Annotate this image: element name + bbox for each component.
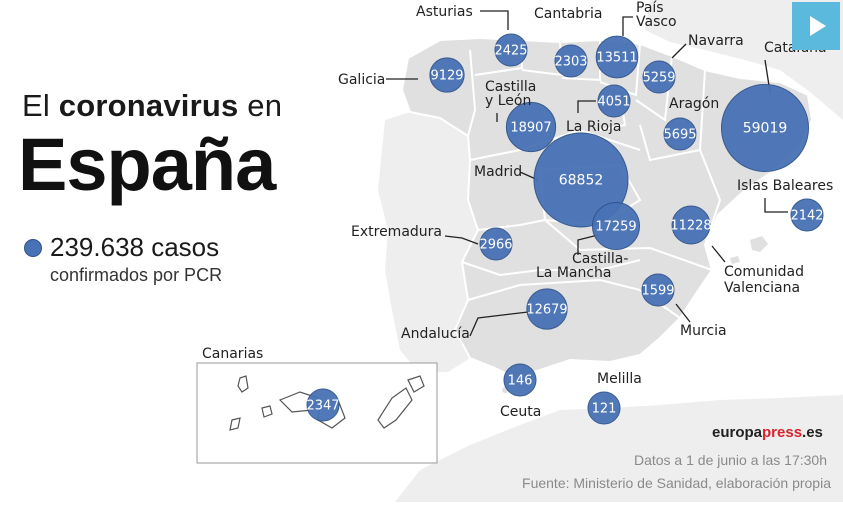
bubble-navarra xyxy=(642,60,676,94)
bubble-value-melilla: 121 xyxy=(592,402,617,417)
bubble-melilla xyxy=(587,391,621,425)
region-label-navarra: Navarra xyxy=(688,33,744,49)
brand-main: europa xyxy=(712,424,763,441)
leader-castilla-la-mancha xyxy=(577,234,599,255)
region-label-la-rioja: La Rioja xyxy=(566,119,621,135)
bubble-value-galicia: 9129 xyxy=(430,69,463,84)
bubble-legend-icon xyxy=(24,238,42,257)
leader-extremadura xyxy=(444,235,479,245)
bubble-comunidad-valenciana xyxy=(671,205,711,245)
bubble-canarias xyxy=(306,388,340,422)
region-label-asturias: Asturias xyxy=(416,4,473,20)
leader-pais-vasco xyxy=(622,16,633,36)
bubble-value-andalucia: 12679 xyxy=(526,303,567,318)
title-bold-word: coronavirus xyxy=(58,88,239,123)
total-cases-value: 239.638 casos xyxy=(50,232,220,262)
region-label-castilla-la-mancha-2: La Mancha xyxy=(536,265,612,281)
region-label-castilla-la-mancha-1: Castilla- xyxy=(572,251,628,267)
leader-la-rioja xyxy=(577,100,596,113)
bubble-pais-vasco xyxy=(595,35,639,79)
bubble-value-la-rioja: 4051 xyxy=(597,95,630,110)
bubble-value-castilla-y-leon: 18907 xyxy=(510,121,551,136)
bubble-value-islas-baleares: 2142 xyxy=(790,209,823,224)
leader-asturias xyxy=(480,10,509,30)
region-label-comunidad-valenciana-1: Comunidad xyxy=(724,264,804,280)
brand-logo: europapress.es xyxy=(712,424,823,441)
page-title-line1: El coronavirus en xyxy=(22,88,282,124)
footer-source: Fuente: Ministerio de Sanidad, elaboraci… xyxy=(522,475,831,491)
bubble-value-asturias: 2425 xyxy=(494,44,527,59)
leader-murcia xyxy=(675,303,691,323)
bubble-extremadura xyxy=(479,227,513,261)
bubble-castilla-la-mancha xyxy=(591,201,641,251)
bubble-andalucia xyxy=(526,288,568,330)
title-suffix: en xyxy=(238,88,283,123)
footer-date: Datos a 1 de junio a las 17:30h xyxy=(633,452,827,468)
bubble-value-aragon: 5695 xyxy=(663,128,696,143)
bubble-castilla-y-leon xyxy=(505,101,557,153)
bubble-value-cataluna: 59019 xyxy=(743,121,788,137)
bubble-value-pais-vasco: 13511 xyxy=(596,51,637,66)
bubble-asturias xyxy=(494,33,528,67)
bubble-value-canarias: 2347 xyxy=(306,399,339,414)
bubble-islas-baleares xyxy=(790,198,824,232)
bubble-value-navarra: 5259 xyxy=(642,71,675,86)
bubble-layer: 9129 2425 2303 13511 5259 59019 18907 4051 5695 6… xyxy=(306,33,824,425)
region-label-comunidad-valenciana-2: Valenciana xyxy=(724,280,800,296)
bubble-value-murcia: 1599 xyxy=(641,284,674,299)
title-prefix: El xyxy=(22,88,59,123)
region-label-castilla-y-leon-1: Castilla xyxy=(485,79,536,95)
bubble-murcia xyxy=(641,273,675,307)
region-label-cantabria: Cantabria xyxy=(534,6,602,22)
bubble-value-madrid: 68852 xyxy=(559,173,604,189)
region-label-murcia: Murcia xyxy=(680,323,727,339)
region-label-castilla-y-leon-2: y León xyxy=(485,93,531,109)
bubble-value-castilla-la-mancha: 17259 xyxy=(595,220,636,235)
region-label-pais-vasco-1: País xyxy=(636,0,664,16)
brand-accent: press xyxy=(762,424,803,441)
bubble-aragon xyxy=(663,117,697,151)
label-leader-lines xyxy=(386,10,788,337)
canarias-inset-label: Canarias xyxy=(202,346,263,362)
bubble-value-cantabria: 2303 xyxy=(554,55,587,70)
total-cases-subtitle: confirmados por PCR xyxy=(50,265,223,285)
bubble-cataluna xyxy=(720,83,810,173)
bubble-value-ceuta: 146 xyxy=(508,374,533,389)
leader-islas-baleares xyxy=(764,198,788,213)
region-label-andalucia: Andalucía xyxy=(401,326,470,342)
region-label-madrid: Madrid xyxy=(474,164,522,180)
morocco-shape xyxy=(395,395,843,502)
region-label-ceuta: Ceuta xyxy=(500,404,541,420)
leader-comunidad-valenciana xyxy=(711,245,726,263)
play-icon xyxy=(810,16,826,36)
total-cases-row: 239.638 casos xyxy=(24,232,219,263)
region-label-aragon: Aragón xyxy=(669,96,719,112)
bubble-galicia xyxy=(429,57,465,93)
bubble-cantabria xyxy=(554,44,588,78)
leader-andalucia xyxy=(469,311,529,337)
region-label-galicia: Galicia xyxy=(338,72,385,88)
region-label-extremadura: Extremadura xyxy=(351,224,442,240)
region-label-pais-vasco-2: Vasco xyxy=(636,14,677,30)
brand-tld: .es xyxy=(802,424,823,441)
bubble-value-extremadura: 2966 xyxy=(479,238,512,253)
bubble-ceuta xyxy=(503,363,537,397)
bubble-value-comunidad-valenciana: 11228 xyxy=(670,219,711,234)
region-label-islas-baleares: Islas Baleares xyxy=(737,178,833,194)
bubble-la-rioja xyxy=(597,84,631,118)
portugal-shape xyxy=(378,112,478,372)
leader-navarra xyxy=(671,43,687,59)
play-button[interactable] xyxy=(792,2,840,50)
bubble-madrid xyxy=(533,132,629,228)
region-label-melilla: Melilla xyxy=(597,371,642,387)
page-title-country: España xyxy=(18,123,276,206)
